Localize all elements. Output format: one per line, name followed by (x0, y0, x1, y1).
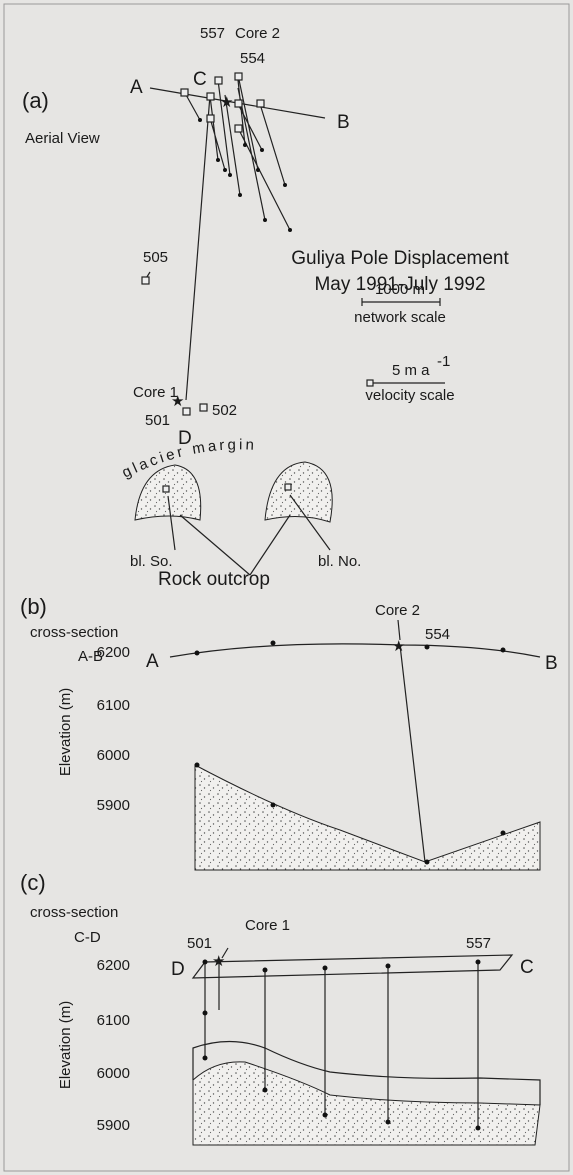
axis-label: Elevation (m) (57, 1001, 74, 1089)
stake-label: 554 (425, 626, 450, 643)
end-label: D (171, 959, 185, 980)
outcrop-caption: Rock outcrop (158, 569, 270, 590)
tick-label: 6000 (97, 1065, 130, 1082)
marker (285, 484, 291, 490)
stake-label: 501 (187, 935, 212, 952)
tick-label: 5900 (97, 797, 130, 814)
panel-label: (a) (22, 88, 49, 113)
scale-exponent: -1 (437, 353, 450, 370)
panel-title: cross-section (30, 624, 118, 641)
tick-label: 6000 (97, 747, 130, 764)
panel-b: (b) cross-section A-B 6200 6100 6000 590… (20, 594, 558, 870)
outcrop-label: bl. So. (130, 553, 173, 570)
tick-label: 6200 (97, 644, 130, 661)
stake (235, 125, 242, 132)
stake (207, 93, 214, 100)
view-label: Aerial View (25, 130, 100, 147)
bedrock (195, 765, 540, 870)
network-scale-bar (362, 298, 440, 306)
scale-value: 5 m a (392, 362, 430, 379)
frame (4, 4, 569, 1171)
surface-band (193, 948, 512, 978)
scale-label: network scale (354, 309, 446, 326)
stake (200, 404, 207, 411)
panel-c: (c) cross-section C-D 6200 6100 6000 590… (20, 870, 540, 1145)
figure: (a) Aerial View A C B D 557 Core 2 554 5… (0, 0, 573, 1175)
stake-label: 554 (240, 50, 265, 67)
surface-profile (170, 644, 540, 657)
marker (163, 486, 169, 492)
stake (207, 115, 214, 122)
core-label: Core 1 (245, 917, 290, 934)
end-label: C (193, 69, 207, 90)
tick-label: 6200 (97, 957, 130, 974)
stake-label: 502 (212, 402, 237, 419)
core-line (398, 620, 425, 862)
core-label: Core 2 (235, 25, 280, 42)
stake (257, 100, 264, 107)
vector-tips (198, 118, 292, 232)
tick-label: 5900 (97, 1117, 130, 1134)
end-label: A (146, 651, 159, 672)
stake (142, 277, 149, 284)
title: Guliya Pole Displacement (291, 248, 509, 269)
core-star: ★ (220, 94, 233, 111)
scale-label: velocity scale (365, 387, 454, 404)
panel-title: cross-section (30, 904, 118, 921)
core-star: ★ (392, 638, 405, 655)
stake (235, 73, 242, 80)
stake-label: 505 (143, 249, 168, 266)
tick-label: 6100 (97, 1012, 130, 1029)
stake (181, 89, 188, 96)
network-line (145, 88, 325, 400)
stake (215, 77, 222, 84)
stake-label: 557 (466, 935, 491, 952)
panel-label: (c) (20, 870, 46, 895)
core-star: ★ (212, 953, 225, 970)
rock-outcrop (265, 462, 332, 522)
outcrop-label: bl. No. (318, 553, 361, 570)
end-label: A (130, 77, 143, 98)
panel-a: (a) Aerial View A C B D 557 Core 2 554 5… (22, 25, 509, 590)
end-label: B (337, 112, 350, 133)
stake (235, 100, 242, 107)
marker (367, 380, 373, 386)
stake-label: 501 (145, 412, 170, 429)
section-label: C-D (74, 929, 101, 946)
stake-label: 557 (200, 25, 225, 42)
axis-label: Elevation (m) (57, 688, 74, 776)
core-label: Core 2 (375, 602, 420, 619)
core-star: ★ (171, 393, 184, 410)
tick-label: 6100 (97, 697, 130, 714)
scale-value: 1000 m (375, 281, 425, 298)
bedrock (193, 1062, 540, 1145)
end-label: C (520, 957, 534, 978)
panel-label: (b) (20, 594, 47, 619)
end-label: B (545, 653, 558, 674)
